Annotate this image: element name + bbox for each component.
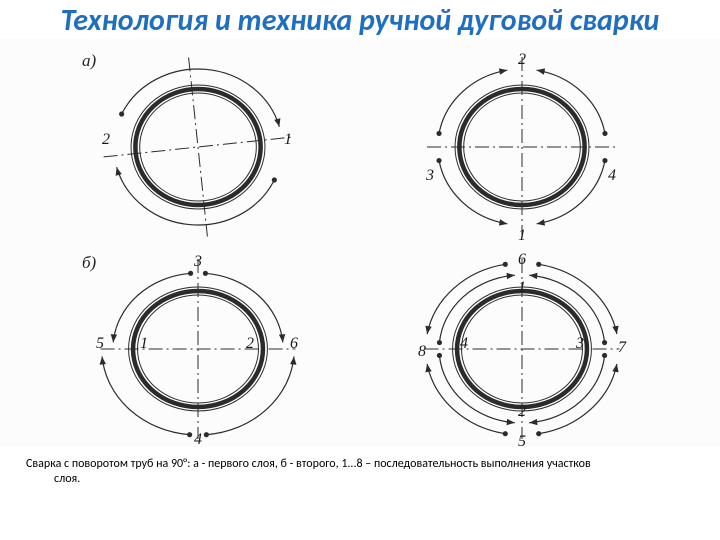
sequence-number: 3 (194, 253, 202, 271)
pipe-circle-b1: 1 2 3 4 5 6 б) (78, 249, 318, 449)
sequence-number: 2 (102, 131, 110, 149)
sequence-number: 1 (140, 335, 148, 353)
sequence-number: 7 (618, 339, 626, 357)
pipe-circle-a1: 1 2 а) (78, 47, 318, 247)
sequence-number: 4 (194, 431, 202, 449)
sequence-number: 2 (518, 51, 526, 69)
sequence-number: 2 (246, 335, 254, 353)
sequence-number: 3 (576, 335, 584, 353)
panel-label-b1: б) (82, 253, 96, 273)
sequence-number: 2 (518, 403, 526, 421)
sequence-number: 5 (96, 335, 104, 353)
sequence-number: 4 (608, 167, 616, 185)
caption-line2: слоя. (26, 472, 694, 488)
sequence-number: 6 (290, 335, 298, 353)
sequence-number: 6 (518, 251, 526, 269)
slide-title: Технология и техника ручной дуговой свар… (0, 0, 720, 39)
welding-diagram: 12а)1234123456б)12345678 (0, 39, 720, 447)
sequence-number: 1 (284, 131, 292, 149)
pipe-circle-a2: 1 2 3 4 (402, 47, 642, 247)
sequence-number: 4 (460, 335, 468, 353)
sequence-number: 5 (518, 433, 526, 451)
figure-caption: Сварка с поворотом труб на 90°: а - перв… (0, 447, 720, 488)
sequence-number: 1 (518, 279, 526, 297)
pipe-circle-b2: 1 2 3 4 5 6 7 8 (402, 249, 642, 449)
sequence-number: 8 (418, 343, 426, 361)
sequence-number: 1 (518, 227, 526, 245)
sequence-number: 3 (426, 167, 434, 185)
panel-label-a1: а) (82, 51, 96, 71)
caption-line1: Сварка с поворотом труб на 90°: а - перв… (26, 457, 591, 471)
